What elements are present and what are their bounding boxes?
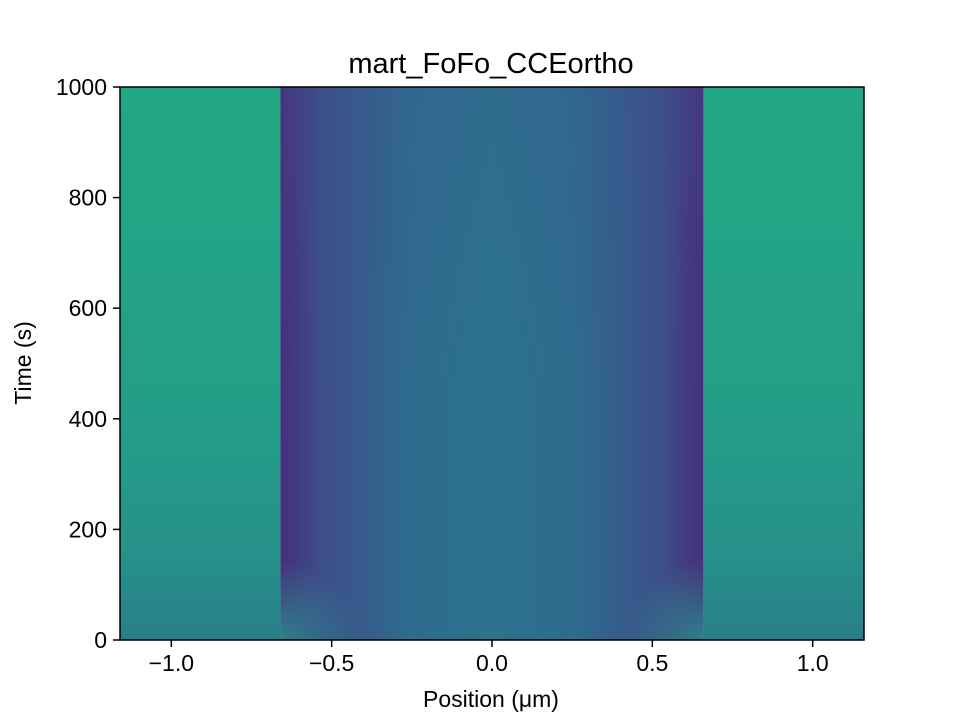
heatmap-region-outer-left [120,87,281,640]
y-axis: 0 200 400 600 800 1000 [56,74,120,653]
chart-title: mart_FoFo_CCEortho [348,48,633,80]
heatmap-inner-corner-left [280,560,360,640]
x-tick-label: −1.0 [149,650,194,676]
x-tick-label: 0.5 [636,650,668,676]
x-tick-label: −0.5 [309,650,354,676]
y-tick-label: 200 [69,516,107,542]
y-tick-label: 600 [69,295,107,321]
x-axis-label: Position (μm) [423,686,559,712]
x-tick-label: 1.0 [797,650,829,676]
y-axis-label: Time (s) [10,321,36,404]
heatmap-inner-corner-right [624,560,704,640]
heatmap-inner-top-shade [280,87,704,387]
y-tick-label: 800 [69,185,107,211]
y-tick-label: 1000 [56,74,107,100]
y-tick-label: 400 [69,406,107,432]
plot-area [119,86,865,641]
x-tick-label: 0.0 [476,650,508,676]
heatmap-region-outer-right [703,87,864,640]
y-tick-label: 0 [94,627,107,653]
x-axis: −1.0 −0.5 0.0 0.5 1.0 [149,640,829,676]
